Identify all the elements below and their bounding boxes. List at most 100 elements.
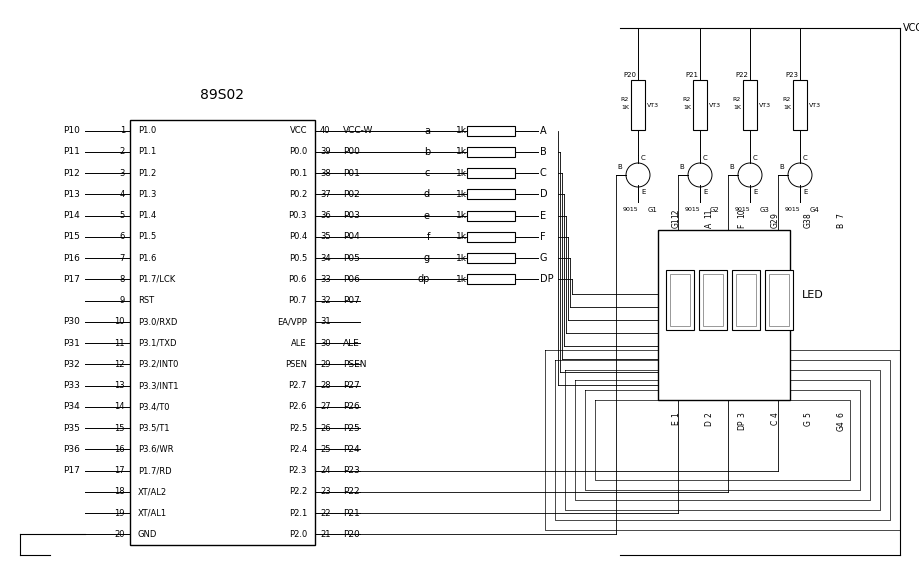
Text: 15: 15 (114, 424, 125, 432)
Text: P1.5: P1.5 (138, 232, 156, 241)
Text: P00: P00 (343, 147, 359, 156)
Bar (732, 270, 759, 330)
Text: P1.3: P1.3 (138, 190, 156, 199)
Text: 89S02: 89S02 (200, 88, 244, 102)
Text: P13: P13 (63, 190, 80, 199)
Text: 18: 18 (114, 488, 125, 496)
Text: 17: 17 (114, 466, 125, 475)
Text: P3.3/INT1: P3.3/INT1 (138, 381, 178, 390)
Text: XT/AL1: XT/AL1 (138, 509, 167, 518)
Text: 9015: 9015 (783, 207, 799, 212)
Text: 30: 30 (320, 339, 330, 348)
Text: 1K: 1K (682, 105, 690, 109)
Text: P1.1: P1.1 (138, 147, 156, 156)
Text: P03: P03 (343, 211, 359, 220)
Text: C: C (802, 155, 807, 161)
Text: 3: 3 (737, 412, 745, 417)
Text: 3: 3 (119, 168, 125, 178)
Text: 1k: 1k (456, 190, 467, 199)
Text: P21: P21 (685, 72, 698, 78)
Text: D: D (704, 420, 713, 426)
Text: P02: P02 (343, 190, 359, 199)
Text: P2.7: P2.7 (289, 381, 307, 390)
Text: 25: 25 (320, 445, 330, 454)
Text: 5: 5 (802, 412, 811, 417)
Text: G4: G4 (835, 420, 845, 431)
Text: P2.0: P2.0 (289, 530, 307, 539)
Text: 1K: 1K (620, 105, 629, 109)
Text: C: C (752, 155, 757, 161)
Text: 20: 20 (114, 530, 125, 539)
Text: EA/VPP: EA/VPP (277, 318, 307, 327)
Text: dp: dp (417, 274, 429, 284)
Text: G2: G2 (770, 217, 778, 228)
Text: P1.0: P1.0 (138, 126, 156, 135)
Text: 38: 38 (320, 168, 331, 178)
Text: PSEN: PSEN (285, 360, 307, 369)
Text: P01: P01 (343, 168, 359, 178)
Text: 33: 33 (320, 275, 331, 284)
Text: DP: DP (539, 274, 553, 284)
Text: 23: 23 (320, 488, 330, 496)
Text: P22: P22 (735, 72, 748, 78)
Text: 40: 40 (320, 126, 330, 135)
Bar (467, 126, 515, 135)
Text: A: A (704, 222, 713, 228)
Text: R2: R2 (782, 97, 790, 101)
Text: B: B (678, 164, 683, 170)
Text: 1k: 1k (456, 254, 467, 263)
Text: P3.1/TXD: P3.1/TXD (138, 339, 176, 348)
Text: LED: LED (801, 290, 823, 300)
Text: P33: P33 (63, 381, 80, 390)
Text: P0.2: P0.2 (289, 190, 307, 199)
Text: P1.2: P1.2 (138, 168, 156, 178)
Text: 26: 26 (320, 424, 330, 432)
Text: G1: G1 (671, 217, 680, 228)
Bar (467, 253, 515, 263)
Bar (735, 274, 755, 326)
Text: P23: P23 (343, 466, 359, 475)
Text: 7: 7 (119, 254, 125, 263)
Text: P1.7/LCK: P1.7/LCK (138, 275, 175, 284)
Bar (467, 232, 515, 242)
Text: G: G (802, 420, 811, 426)
Text: P10: P10 (63, 126, 80, 135)
Text: 19: 19 (114, 509, 125, 518)
Text: 13: 13 (114, 381, 125, 390)
Text: B: B (778, 164, 783, 170)
Text: P25: P25 (343, 424, 359, 432)
Text: 24: 24 (320, 466, 330, 475)
Text: P1.4: P1.4 (138, 211, 156, 220)
Text: P20: P20 (343, 530, 359, 539)
Text: VCC-W: VCC-W (343, 126, 373, 135)
Text: c: c (425, 168, 429, 178)
Text: 2: 2 (704, 412, 713, 417)
Text: E: E (702, 189, 707, 195)
Text: VCC: VCC (289, 126, 307, 135)
Text: 2: 2 (119, 147, 125, 156)
Text: G2: G2 (709, 207, 719, 213)
Text: ALE: ALE (291, 339, 307, 348)
Text: E: E (671, 420, 680, 424)
Text: 8: 8 (119, 275, 125, 284)
Text: F: F (539, 232, 545, 242)
Text: B: B (617, 164, 621, 170)
Text: G: G (539, 253, 547, 263)
Text: 1: 1 (119, 126, 125, 135)
Bar (768, 274, 789, 326)
Text: G3: G3 (802, 217, 811, 228)
Text: F: F (737, 224, 745, 228)
Text: PSEN: PSEN (343, 360, 366, 369)
Text: XT/AL2: XT/AL2 (138, 488, 167, 496)
Text: 27: 27 (320, 402, 330, 411)
Text: 10: 10 (114, 318, 125, 327)
Text: 28: 28 (320, 381, 330, 390)
Text: P1.6: P1.6 (138, 254, 156, 263)
Bar (669, 274, 689, 326)
Text: P12: P12 (63, 168, 80, 178)
Text: P3.0/RXD: P3.0/RXD (138, 318, 177, 327)
Text: P2.5: P2.5 (289, 424, 307, 432)
Text: G3: G3 (759, 207, 769, 213)
Text: 9015: 9015 (621, 207, 637, 212)
Text: 8: 8 (802, 213, 811, 218)
